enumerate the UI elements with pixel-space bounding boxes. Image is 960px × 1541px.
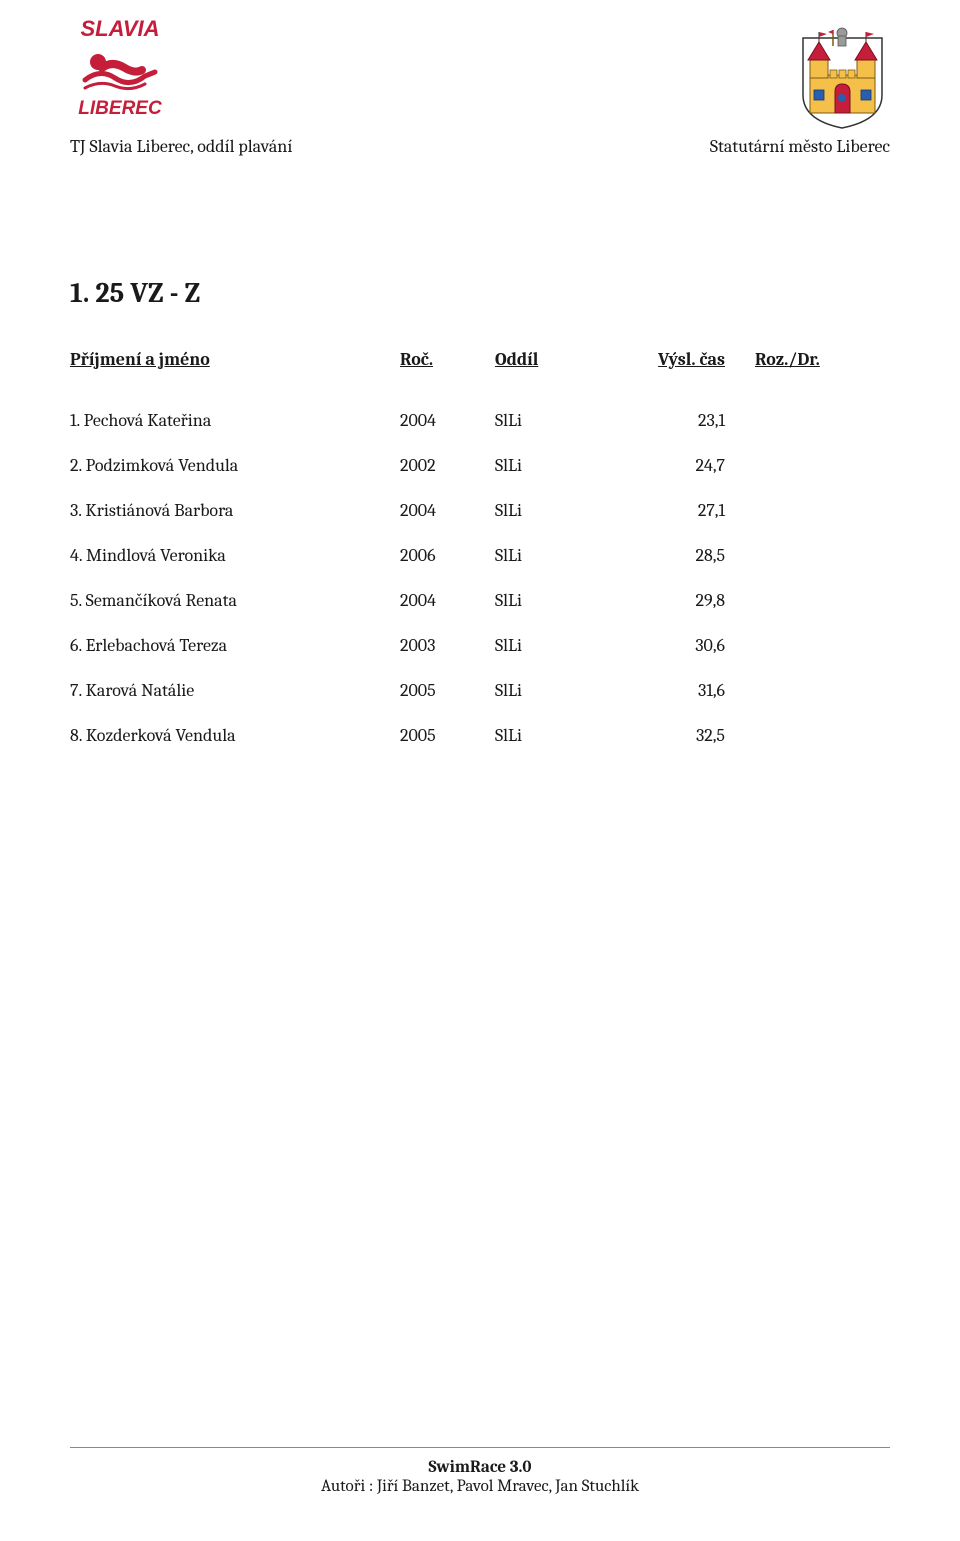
- table-row: 4. Mindlová Veronika2006SlLi28,5: [70, 545, 890, 566]
- cell-time: 27,1: [625, 500, 755, 521]
- cell-name: 8. Kozderková Vendula: [70, 725, 400, 746]
- cell-year: 2004: [400, 410, 495, 431]
- slavia-text: SLAVIA: [80, 20, 159, 41]
- col-time: Výsl. čas: [625, 349, 755, 370]
- cell-name: 2. Podzimková Vendula: [70, 455, 400, 476]
- cell-time: 31,6: [625, 680, 755, 701]
- org-right: Statutární město Liberec: [710, 136, 890, 157]
- table-row: 7. Karová Natálie2005SlLi31,6: [70, 680, 890, 701]
- table-row: 1. Pechová Kateřina2004SlLi23,1: [70, 410, 890, 431]
- cell-club: SlLi: [495, 545, 625, 566]
- cell-year: 2006: [400, 545, 495, 566]
- cell-name: 6. Erlebachová Tereza: [70, 635, 400, 656]
- footer-divider: [70, 1447, 890, 1448]
- col-club: Oddíl: [495, 349, 625, 370]
- subheader: TJ Slavia Liberec, oddíl plavání Statutá…: [70, 136, 890, 157]
- col-year: Roč.: [400, 349, 495, 370]
- results-header: Příjmení a jméno Roč. Oddíl Výsl. čas Ro…: [70, 349, 890, 370]
- col-rozdr: Roz./Dr.: [755, 349, 855, 370]
- footer: SwimRace 3.0 Autoři : Jiří Banzet, Pavol…: [70, 1447, 890, 1496]
- cell-club: SlLi: [495, 410, 625, 431]
- cell-club: SlLi: [495, 455, 625, 476]
- col-name: Příjmení a jméno: [70, 349, 400, 370]
- cell-club: SlLi: [495, 680, 625, 701]
- liberec-text: LIBEREC: [78, 98, 162, 119]
- cell-name: 3. Kristiánová Barbora: [70, 500, 400, 521]
- table-row: 5. Semančíková Renata2004SlLi29,8: [70, 590, 890, 611]
- slavia-logo: SLAVIA LIBEREC: [70, 20, 170, 120]
- cell-time: 23,1: [625, 410, 755, 431]
- table-row: 2. Podzimková Vendula2002SlLi24,7: [70, 455, 890, 476]
- header-logos: SLAVIA LIBEREC: [70, 20, 890, 130]
- cell-club: SlLi: [495, 590, 625, 611]
- cell-year: 2002: [400, 455, 495, 476]
- cell-name: 4. Mindlová Veronika: [70, 545, 400, 566]
- cell-time: 32,5: [625, 725, 755, 746]
- cell-name: 5. Semančíková Renata: [70, 590, 400, 611]
- liberec-coat-of-arms: [795, 20, 890, 130]
- cell-club: SlLi: [495, 635, 625, 656]
- cell-club: SlLi: [495, 500, 625, 521]
- table-row: 6. Erlebachová Tereza2003SlLi30,6: [70, 635, 890, 656]
- results-body: 1. Pechová Kateřina2004SlLi23,12. Podzim…: [70, 410, 890, 746]
- cell-year: 2004: [400, 590, 495, 611]
- cell-time: 30,6: [625, 635, 755, 656]
- org-left: TJ Slavia Liberec, oddíl plavání: [70, 136, 292, 157]
- footer-authors: Autoři : Jiří Banzet, Pavol Mravec, Jan …: [70, 1477, 890, 1496]
- cell-name: 7. Karová Natálie: [70, 680, 400, 701]
- cell-time: 28,5: [625, 545, 755, 566]
- cell-year: 2004: [400, 500, 495, 521]
- page-title: 1. 25 VZ - Z: [70, 277, 890, 309]
- cell-time: 24,7: [625, 455, 755, 476]
- cell-year: 2005: [400, 680, 495, 701]
- cell-year: 2005: [400, 725, 495, 746]
- cell-time: 29,8: [625, 590, 755, 611]
- table-row: 8. Kozderková Vendula2005SlLi32,5: [70, 725, 890, 746]
- cell-name: 1. Pechová Kateřina: [70, 410, 400, 431]
- cell-club: SlLi: [495, 725, 625, 746]
- table-row: 3. Kristiánová Barbora2004SlLi27,1: [70, 500, 890, 521]
- footer-title: SwimRace 3.0: [70, 1458, 890, 1477]
- cell-year: 2003: [400, 635, 495, 656]
